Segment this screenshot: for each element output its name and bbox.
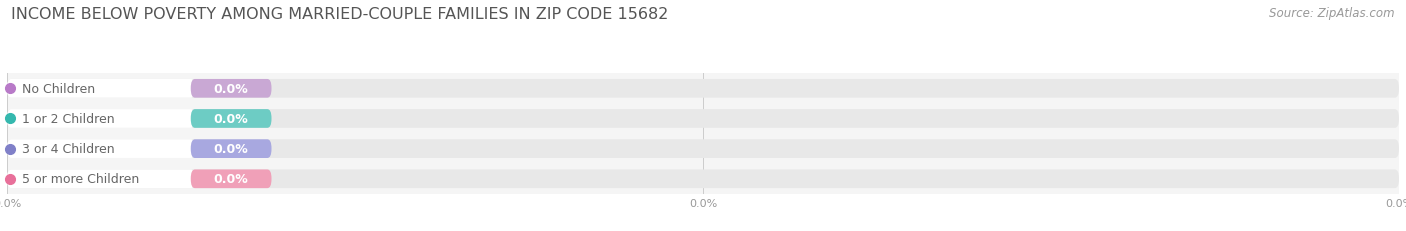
Text: 0.0%: 0.0% [214,112,249,125]
FancyBboxPatch shape [7,80,195,98]
FancyBboxPatch shape [7,170,195,188]
FancyBboxPatch shape [7,80,1399,98]
FancyBboxPatch shape [7,110,195,128]
FancyBboxPatch shape [7,140,1399,158]
Text: 1 or 2 Children: 1 or 2 Children [21,112,114,125]
Text: 0.0%: 0.0% [214,82,249,95]
Text: Source: ZipAtlas.com: Source: ZipAtlas.com [1270,7,1395,20]
Text: 0.0%: 0.0% [214,143,249,155]
Text: 0.0%: 0.0% [214,173,249,185]
FancyBboxPatch shape [191,110,271,128]
FancyBboxPatch shape [7,140,195,158]
FancyBboxPatch shape [7,110,1399,128]
Text: No Children: No Children [21,82,94,95]
Text: 3 or 4 Children: 3 or 4 Children [21,143,114,155]
Text: INCOME BELOW POVERTY AMONG MARRIED-COUPLE FAMILIES IN ZIP CODE 15682: INCOME BELOW POVERTY AMONG MARRIED-COUPL… [11,7,669,22]
FancyBboxPatch shape [191,80,271,98]
FancyBboxPatch shape [191,170,271,188]
FancyBboxPatch shape [191,140,271,158]
FancyBboxPatch shape [7,170,1399,188]
Text: 5 or more Children: 5 or more Children [21,173,139,185]
